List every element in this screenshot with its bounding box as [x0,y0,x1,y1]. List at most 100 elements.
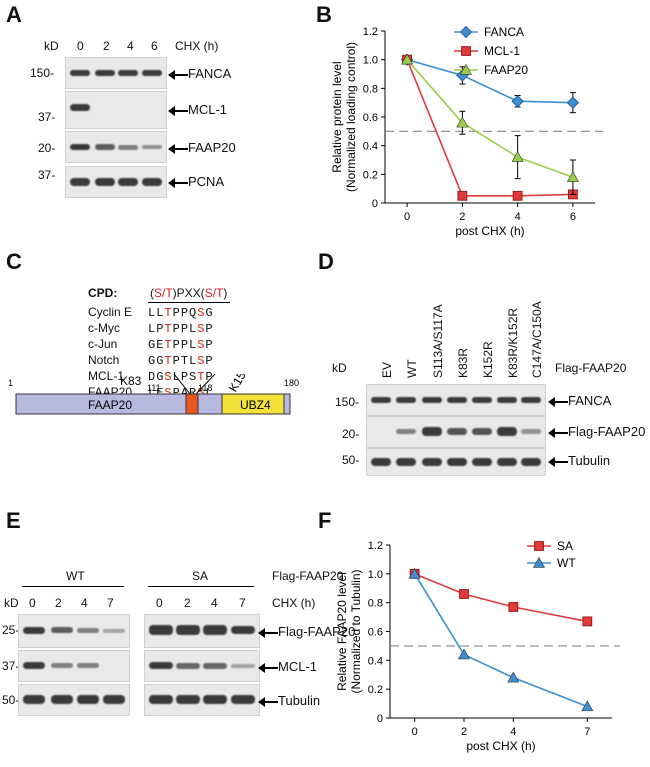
panel-label-b: B [316,2,332,27]
arrow-label-fanca: FANCA [548,394,611,407]
arrow-label-mcl1: MCL-1 [168,103,227,116]
ubz4-domain [221,393,285,415]
y-tick-label: 0 [377,713,383,725]
lane-label: 7 [107,596,114,610]
lane-label: 7 [239,596,246,610]
construct-label: Flag-FAAP20 [555,361,627,375]
x-tick-label: 6 [570,211,576,223]
cpd-sequence: LLTPPQSG [148,306,214,320]
cpd-protein-name: Cyclin E [88,305,133,319]
arrow-left-icon [168,177,188,188]
y-tick-label: 1.0 [368,569,383,581]
data-point [508,602,519,612]
blot-faap20 [65,131,167,163]
y-tick-label: 0.4 [363,141,378,153]
arrow-left-icon [168,105,188,116]
cpd-sequence: GGTPTLSP [148,354,214,368]
cpd-label: CPD: [88,286,118,300]
blot-fanca [366,384,546,416]
pos-118: 118 [198,383,212,393]
lane-label: 4 [127,39,134,53]
marker-label: 50- [342,453,360,467]
lane-label: 2 [55,596,62,610]
arrow-label-mcl1: MCL-1 [258,660,317,673]
blot-mcl1-sa [144,650,260,682]
marker-label: 25- [2,623,20,637]
arrow-label-pcna: PCNA [168,175,224,188]
x-tick-label: 2 [461,726,467,738]
data-point [456,116,469,128]
ubz4-label: UBZ4 [240,398,271,412]
data-point [401,53,414,65]
y-tick-label: 0.6 [368,627,383,639]
y-tick-label: 0.8 [363,83,378,95]
cpd-sequence: GETPPLSP [148,338,214,352]
data-point [457,190,468,201]
blot-fanca [65,57,167,89]
blot-mcl1 [65,91,167,129]
x-tick-label: 7 [584,726,590,738]
data-point [459,25,473,39]
cpd-box [185,393,199,415]
kd-label: kD [4,596,19,610]
pos-start: 1 [8,378,13,388]
marker-label: 37- [2,659,20,673]
lane-label: 0 [156,596,163,610]
data-point [566,171,579,182]
condition-label: CHX (h) [272,596,316,610]
data-point [566,96,580,109]
data-point [534,541,544,551]
legend-label: FAAP20 [484,63,528,77]
blot-pcna [65,166,167,198]
x-tick-label: 0 [412,726,418,738]
lane-label: K152R [481,341,495,378]
label-k152: K152 [226,374,252,394]
marker-label: 50- [2,693,20,707]
cpd-protein-name: c-Jun [88,337,118,351]
y-tick-label: 0.2 [363,169,378,181]
y-tick-label: 1.2 [363,26,378,38]
blot-tubulin [366,448,546,476]
series-line [414,573,588,623]
lane-label: EV [380,361,394,378]
group-line-wt [22,586,124,587]
x-tick-label: 2 [459,211,465,223]
cpd-motif: (S/T)PXX(S/T) [150,286,228,300]
y-axis-label: (Normalized loading control) [344,42,358,192]
chart-b: 0 0.2 0.4 0.6 0.8 1.0 1.2 0 2 4 6 post CHX (h) Relat… [330,25,603,238]
lane-label: K83R/K152R [506,307,520,378]
panel-label-a: A [6,2,22,27]
blot-flag-faap20 [366,416,546,448]
cpd-sequence: LPTPPLSP [148,322,214,336]
cpd-protein-name: Notch [88,353,120,367]
arrow-label-tubulin: Tubulin [258,694,320,707]
y-tick-label: 1.0 [363,55,378,67]
y-tick-label: 0.2 [368,684,383,696]
cpd-protein-name: c-Myc [88,321,120,335]
cpd-sequence: LESPARSL [148,386,214,400]
blot-flag-faap20-wt [18,614,130,648]
lane-label: 2 [103,39,110,53]
arrow-left-icon [258,627,278,638]
data-point [461,46,471,56]
lane-label: 4 [211,596,218,610]
panel-label-e: E [6,508,21,533]
chart-f: 0 0.2 0.4 0.6 0.8 1.0 1.2 0 2 4 7 post CHX (h) Relat… [335,539,620,753]
marker-label: 150- [30,66,55,80]
domain-name: FAAP20 [88,398,132,412]
data-point [512,190,523,201]
data-point [457,648,471,660]
data-point [582,616,593,627]
marker-label: 20- [38,141,56,155]
x-tick-label: 4 [515,211,521,223]
data-point [408,567,421,579]
condition-label: CHX (h) [175,39,219,53]
series-line [406,59,573,197]
data-point [511,151,524,162]
y-tick-label: 0 [372,198,378,210]
x-tick-label: 0 [404,211,410,223]
y-axis-label: Relative FAAP20 level [335,572,349,691]
blot-mcl1-wt [18,650,130,682]
series-line [406,58,573,104]
data-point [507,671,520,683]
